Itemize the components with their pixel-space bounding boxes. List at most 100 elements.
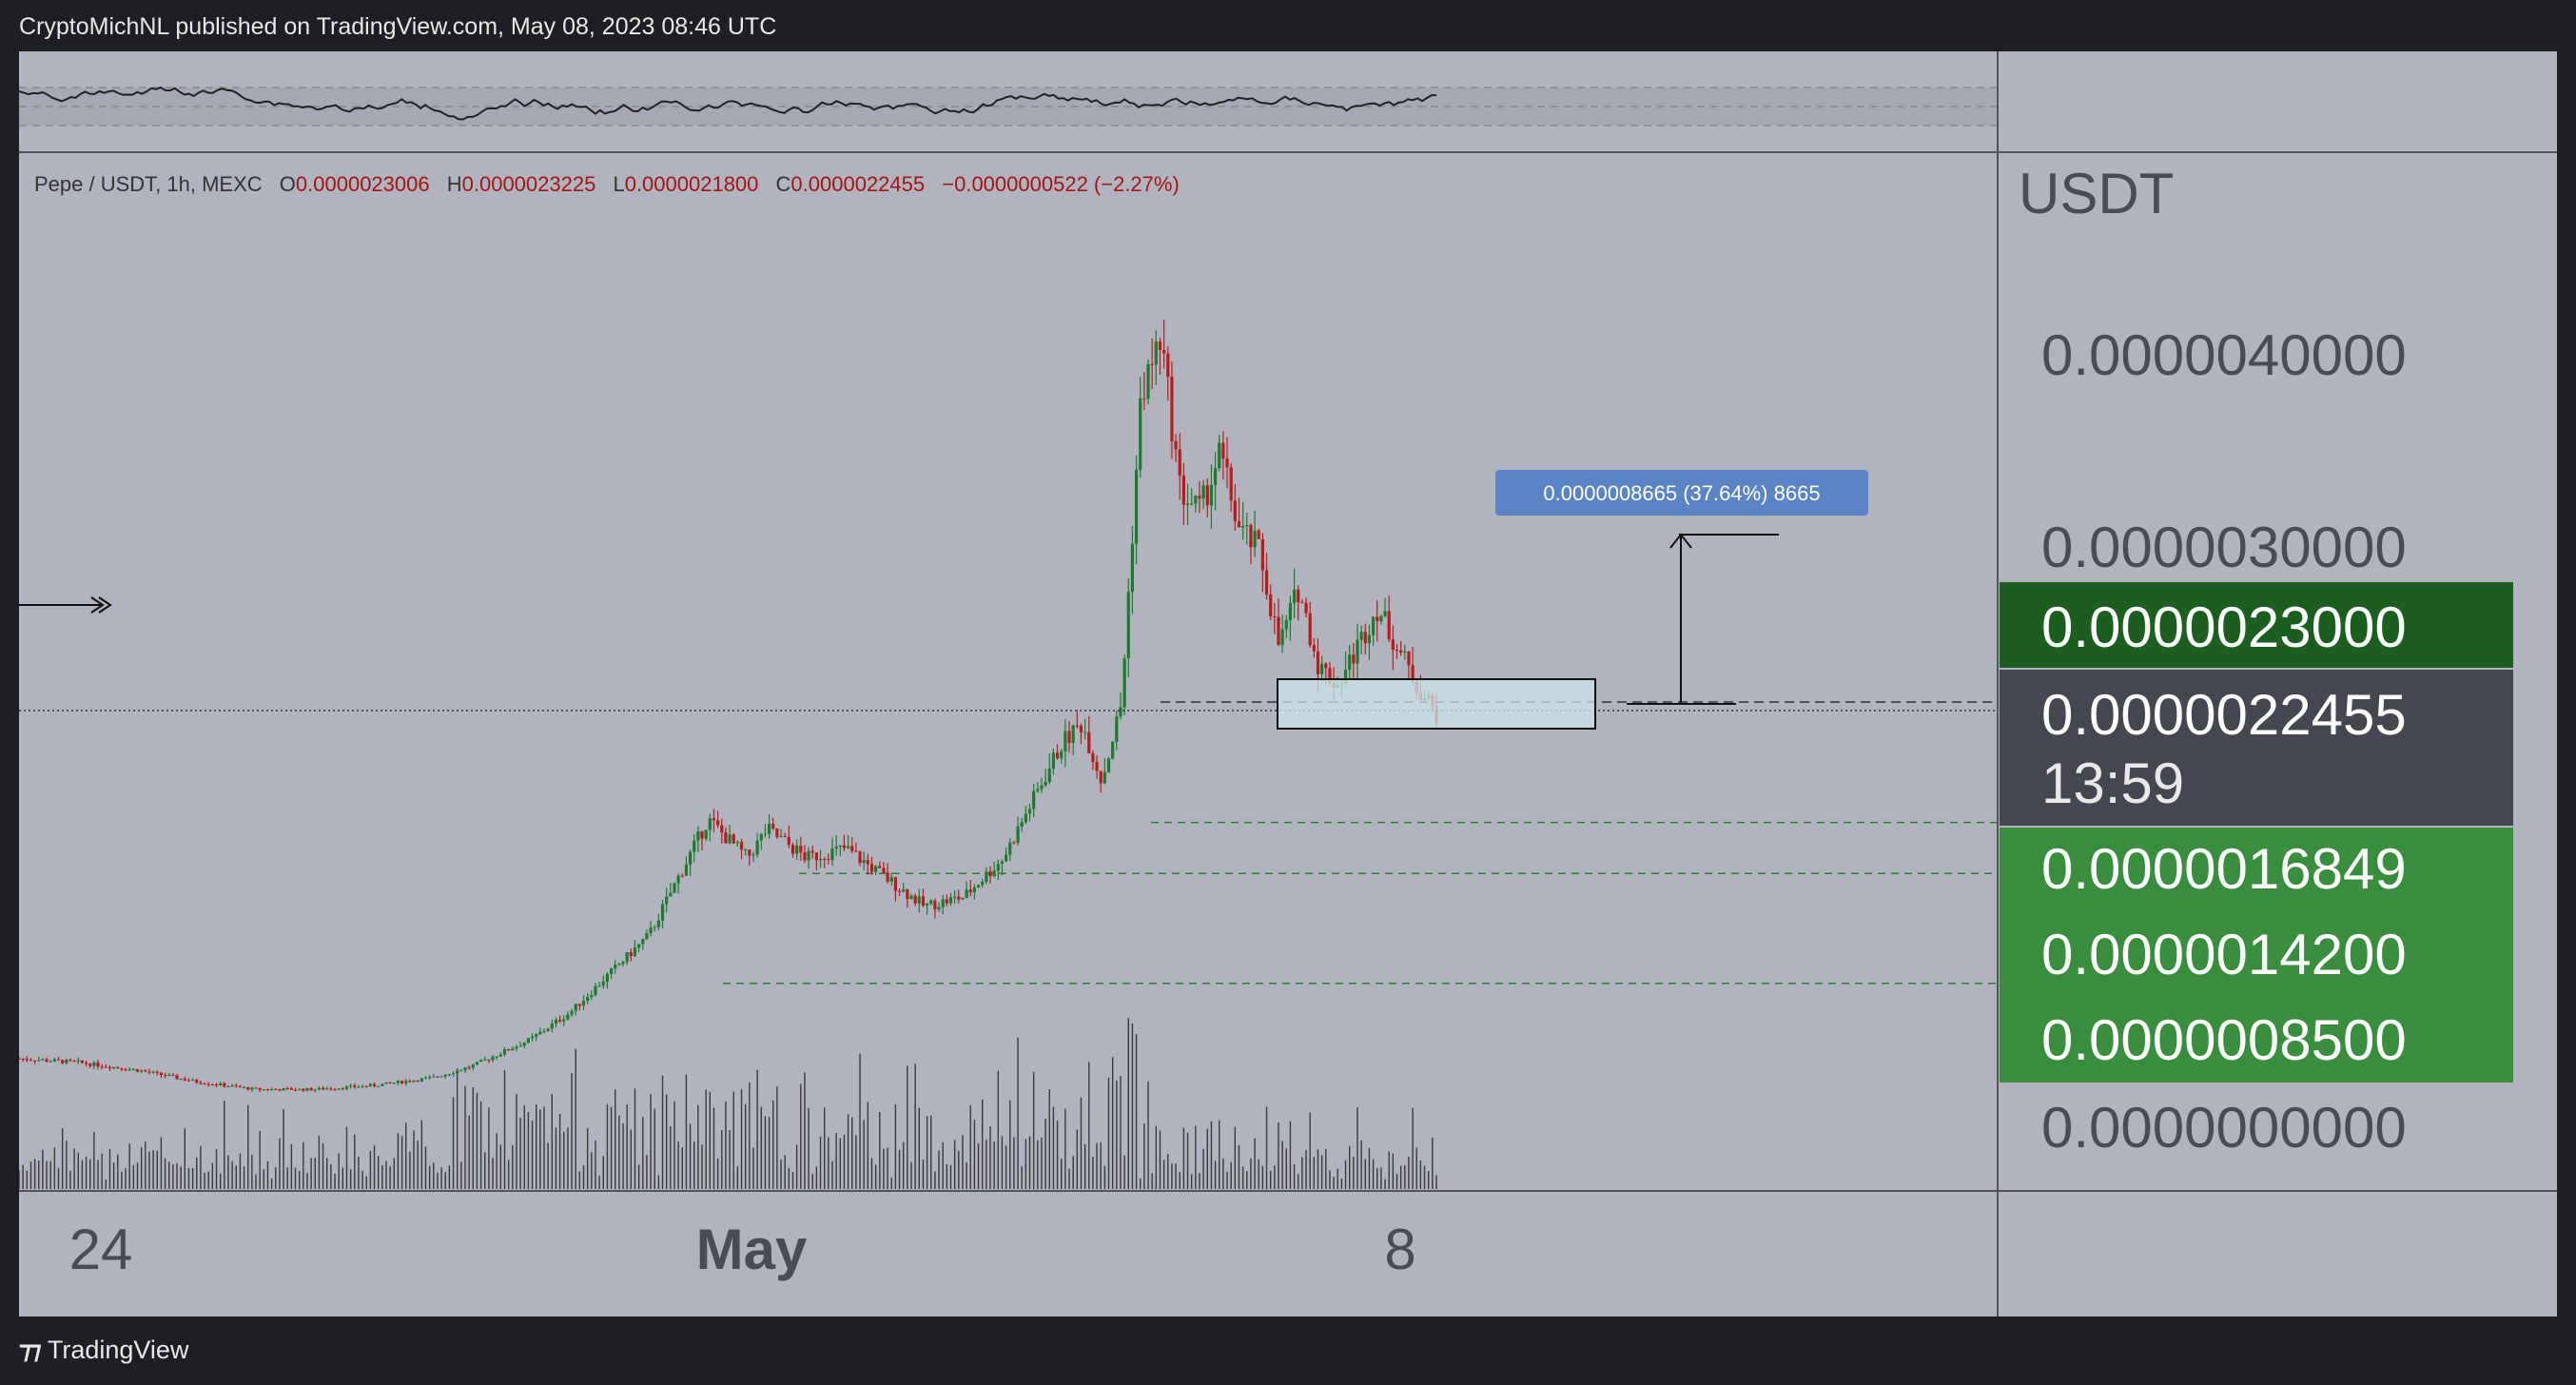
- candle-body: [234, 1085, 238, 1087]
- candle-body: [535, 1034, 538, 1037]
- candle-body: [112, 1066, 116, 1069]
- candle-body: [976, 885, 981, 888]
- candle-body: [254, 1087, 258, 1089]
- price-label-16849: 0.0000016849: [2000, 828, 2513, 913]
- candle-body: [1075, 725, 1079, 727]
- candle-body: [724, 832, 728, 844]
- candle-body: [929, 900, 933, 905]
- candle-body: [1194, 496, 1198, 504]
- candle-body: [1237, 520, 1241, 528]
- candle-body: [1201, 485, 1205, 499]
- candle-body: [475, 1062, 479, 1065]
- candle-body: [333, 1088, 337, 1090]
- candle-body: [163, 1075, 167, 1077]
- candle-body: [436, 1076, 439, 1078]
- candle-body: [629, 952, 633, 957]
- price-chart[interactable]: Pepe / USDT, 1h, MEXC O0.0000023006 H0.0…: [17, 51, 2557, 1317]
- candle-body: [732, 834, 735, 844]
- candle-body: [285, 1088, 289, 1090]
- candle-body: [1000, 861, 1005, 865]
- candle-body: [779, 836, 783, 838]
- candle-body: [854, 850, 858, 852]
- candle-body: [605, 973, 610, 983]
- candle-body: [886, 872, 889, 882]
- symbol-info: Pepe / USDT, 1h, MEXC O0.0000023006 H0.0…: [34, 172, 1180, 196]
- candle-body: [1134, 469, 1139, 544]
- candle-body: [866, 860, 869, 865]
- support-zone-box[interactable]: [1277, 678, 1596, 730]
- candle-body: [203, 1083, 206, 1085]
- candle-body: [56, 1059, 61, 1061]
- candle-body: [728, 834, 732, 844]
- volume-bars: [18, 1018, 1437, 1189]
- candle-body: [846, 846, 850, 849]
- candle-body: [52, 1059, 56, 1062]
- candle-body: [1190, 503, 1194, 505]
- candle-body: [1106, 758, 1111, 772]
- candle-body: [1288, 603, 1293, 620]
- candle-body: [744, 849, 748, 851]
- candle-body: [451, 1073, 456, 1075]
- candle-body: [127, 1069, 131, 1071]
- candle-body: [799, 846, 803, 853]
- candle-body: [183, 1078, 186, 1081]
- candle-body: [621, 962, 625, 965]
- chart-frame[interactable]: Pepe / USDT, 1h, MEXC O0.0000023006 H0.0…: [17, 51, 2557, 1317]
- candle-body: [913, 895, 917, 904]
- candle-body: [1115, 716, 1119, 742]
- candle-body: [948, 897, 953, 904]
- candle-body: [289, 1088, 293, 1090]
- candle-body: [1008, 842, 1012, 855]
- candle-body: [191, 1080, 195, 1082]
- candle-body: [656, 920, 660, 927]
- candle-body: [65, 1060, 68, 1063]
- candle-body: [814, 852, 818, 861]
- candle-body: [223, 1083, 226, 1087]
- candle-body: [581, 1001, 586, 1006]
- candle-body: [210, 1084, 214, 1086]
- candle-body: [1352, 654, 1356, 664]
- candle-body: [720, 825, 724, 833]
- candle-body: [641, 939, 645, 945]
- candle-body: [902, 888, 906, 892]
- candle-body: [985, 871, 988, 883]
- candle-body: [1095, 762, 1099, 771]
- candle-body: [432, 1076, 436, 1078]
- svg-text:0.0000023000: 0.0000023000: [2041, 595, 2407, 659]
- candle-body: [1343, 669, 1348, 685]
- candle-body: [1411, 665, 1415, 683]
- candle-body: [1162, 349, 1166, 354]
- candle-body: [673, 883, 676, 893]
- candle-body: [1154, 341, 1158, 365]
- candle-body: [684, 864, 689, 876]
- candle-body: [1260, 538, 1264, 571]
- candle-body: [917, 896, 921, 904]
- candle-body: [250, 1087, 254, 1090]
- candle-body: [878, 866, 882, 868]
- candle-body: [1221, 442, 1225, 459]
- candle-body: [171, 1075, 175, 1077]
- candle-body: [882, 868, 886, 873]
- candle-body: [803, 852, 807, 861]
- candle-body: [992, 870, 996, 877]
- candle-body: [1185, 503, 1190, 505]
- candle-body: [1308, 613, 1312, 646]
- candle-body: [246, 1086, 250, 1090]
- candle-body: [1174, 440, 1178, 450]
- candle-body: [558, 1020, 562, 1022]
- candle-body: [897, 890, 902, 892]
- candle-body: [357, 1086, 361, 1088]
- candle-body: [1126, 592, 1130, 659]
- candle-body: [206, 1083, 210, 1085]
- tradingview-brand[interactable]: ⁊⁊ TradingView: [19, 1336, 188, 1365]
- candle-body: [361, 1085, 364, 1087]
- measure-tool[interactable]: 0.0000008665 (37.64%) 8665: [1495, 470, 1868, 705]
- candle-body: [135, 1068, 140, 1072]
- candle-body: [404, 1081, 408, 1083]
- candle-body: [518, 1045, 522, 1047]
- candle-body: [80, 1060, 85, 1063]
- candle-body: [463, 1067, 467, 1071]
- oscillator-line: [18, 86, 1436, 121]
- candle-body: [1198, 496, 1201, 499]
- candle-body: [1139, 398, 1142, 470]
